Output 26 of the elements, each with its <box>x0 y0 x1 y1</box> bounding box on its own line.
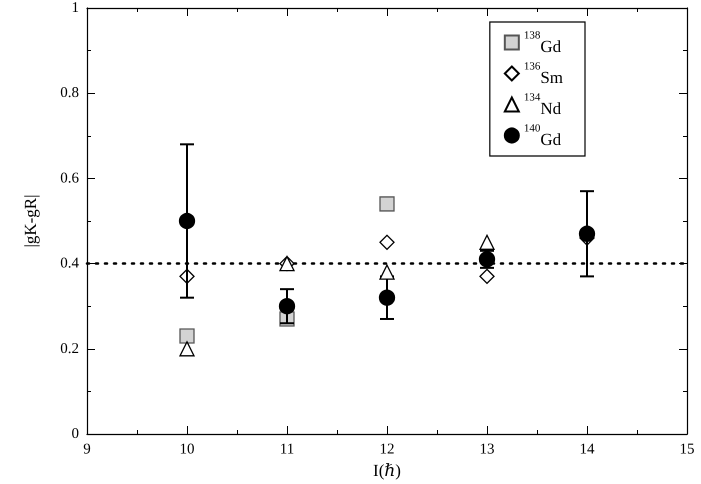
point <box>178 212 196 230</box>
y-tick-label: 1 <box>72 0 79 16</box>
y-tick-label: 0.6 <box>60 170 80 186</box>
x-tick-label: 12 <box>380 442 394 458</box>
point <box>379 264 395 280</box>
point <box>179 341 195 356</box>
point <box>379 196 395 212</box>
point <box>378 290 396 306</box>
point <box>278 298 296 314</box>
x-axis-title: I(ℏ) <box>373 461 401 480</box>
x-tick-label: 15 <box>680 442 694 458</box>
x-tick-label: 11 <box>280 442 294 458</box>
x-tick-label: 10 <box>180 442 194 458</box>
point <box>578 226 596 242</box>
x-tick-label: 14 <box>580 442 595 458</box>
point <box>479 234 495 250</box>
y-tick-label: 0 <box>72 426 79 442</box>
point <box>179 328 195 344</box>
x-tick-label: 9 <box>83 442 91 458</box>
y-tick-label: 0.2 <box>60 340 79 357</box>
point <box>479 268 495 284</box>
y-tick-label: 0.8 <box>60 85 79 102</box>
point <box>379 234 395 250</box>
x-tick-label: 13 <box>480 442 494 458</box>
y-tick-label: 0.4 <box>60 256 80 272</box>
y-axis-title: |gK-gR| <box>21 194 40 248</box>
